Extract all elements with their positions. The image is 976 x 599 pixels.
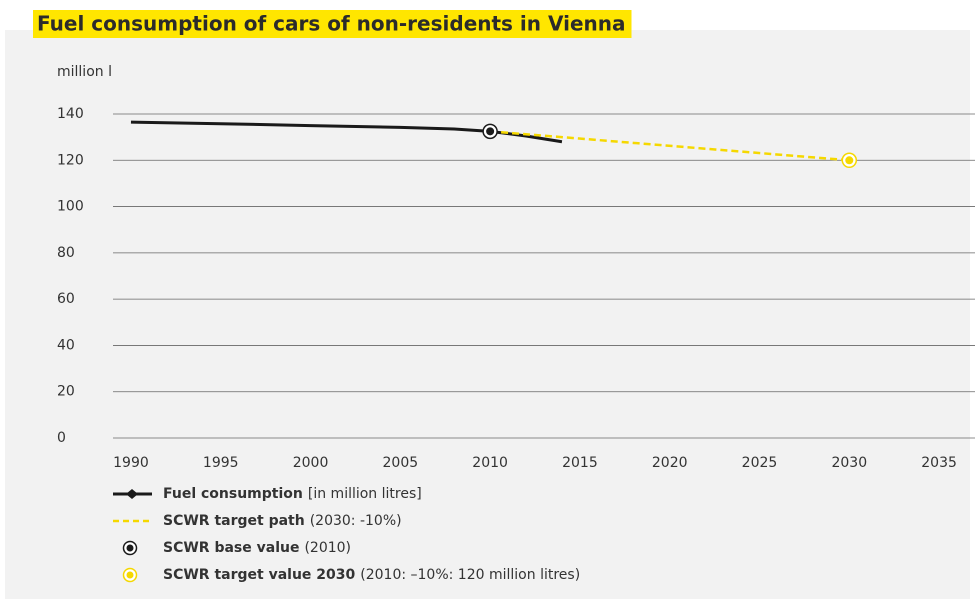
legend-name: SCWR base value <box>163 540 299 556</box>
background <box>5 30 970 599</box>
legend-name: Fuel consumption <box>163 486 303 502</box>
y-tick-label: 60 <box>57 291 75 307</box>
legend-detail: (2010: –10%: 120 million litres) <box>360 567 580 583</box>
series-line <box>130 120 563 144</box>
point-core <box>845 156 854 165</box>
y-tick-label: 20 <box>57 384 75 400</box>
title-highlight <box>33 10 632 38</box>
legend-detail: (2030: -10%) <box>310 513 402 529</box>
x-tick-label: 2020 <box>652 455 688 471</box>
y-tick-label: 80 <box>57 245 75 261</box>
legend-name: SCWR target value 2030 <box>163 567 356 583</box>
legend-entry: Fuel consumption [in million litres] <box>163 486 422 502</box>
legend-entry: SCWR target value 2030 (2010: –10%: 120 m… <box>163 567 580 583</box>
y-tick-label: 100 <box>57 199 84 215</box>
series-line <box>490 130 850 162</box>
x-tick-label: 2005 <box>383 455 419 471</box>
y-axis-label: million l <box>57 64 112 80</box>
x-tick-label: 2000 <box>293 455 329 471</box>
legend-detail: (2010) <box>304 540 351 556</box>
x-tick-label: 2035 <box>921 455 957 471</box>
legend-entry: SCWR target path (2030: -10%) <box>163 513 402 529</box>
x-tick-label: 2030 <box>831 455 867 471</box>
y-tick-label: 120 <box>57 152 84 168</box>
y-tick-label: 0 <box>57 430 66 446</box>
legend-detail: [in million litres] <box>308 486 422 502</box>
chart-title: Fuel consumption of cars of non-resident… <box>37 12 626 36</box>
x-tick-label: 2010 <box>472 455 508 471</box>
legend-name: SCWR target path <box>163 513 305 529</box>
data-point <box>482 123 498 140</box>
x-tick-label: 2025 <box>742 455 778 471</box>
legend-entry: SCWR base value (2010) <box>163 540 351 556</box>
legend-core <box>126 571 134 579</box>
data-point <box>841 152 858 169</box>
x-tick-label: 1990 <box>113 455 149 471</box>
y-tick-label: 40 <box>57 337 75 353</box>
legend-marker <box>126 489 138 499</box>
y-tick-label: 140 <box>57 106 84 122</box>
legend-core <box>126 544 134 552</box>
x-tick-label: 2015 <box>562 455 598 471</box>
point-core <box>486 127 495 136</box>
x-tick-label: 1995 <box>203 455 239 471</box>
